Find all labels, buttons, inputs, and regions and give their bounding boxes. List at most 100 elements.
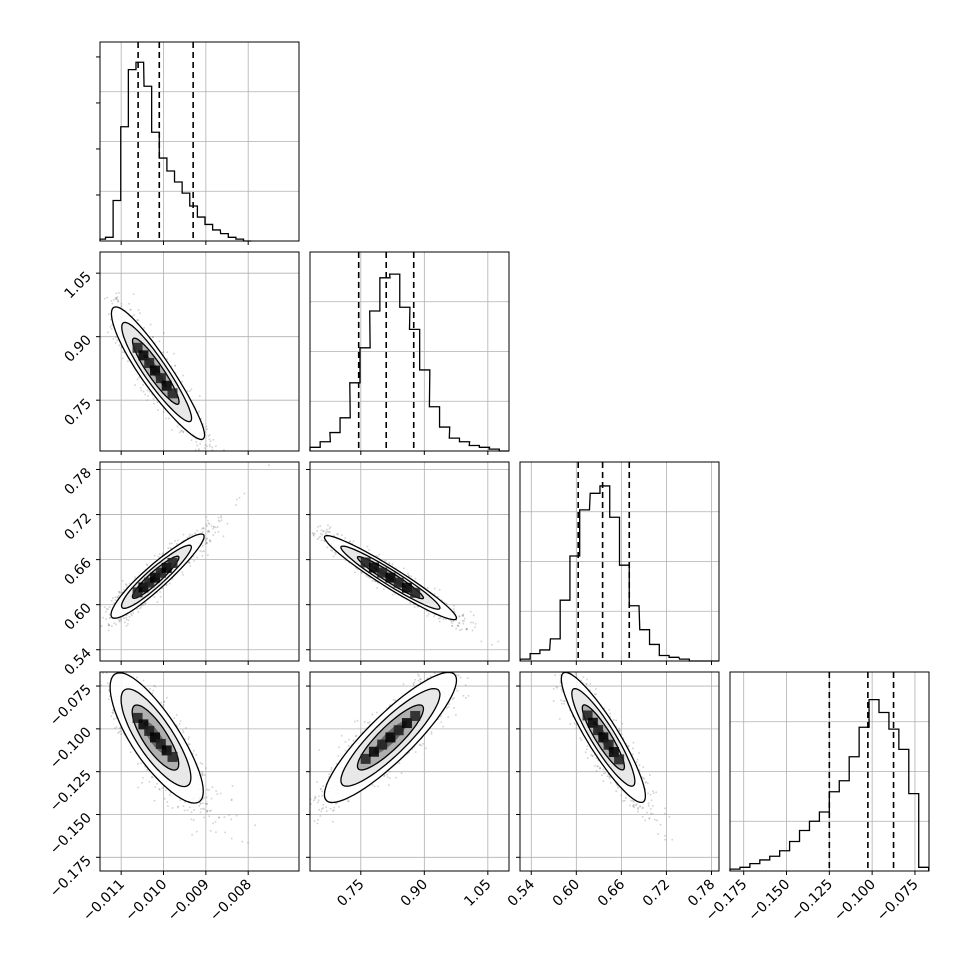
scatter-point xyxy=(177,806,179,809)
scatter-point xyxy=(292,522,294,524)
scatter-point xyxy=(407,572,409,575)
scatter-point xyxy=(215,790,217,792)
scatter-point xyxy=(608,777,611,779)
density-core xyxy=(161,745,172,756)
scatter-point xyxy=(205,523,208,526)
scatter-point xyxy=(162,552,164,555)
scatter-point xyxy=(283,499,285,501)
scatter-point xyxy=(161,787,163,789)
scatter-point xyxy=(168,793,171,796)
scatter-point xyxy=(145,563,148,566)
scatter-point xyxy=(466,667,468,669)
scatter-point xyxy=(151,776,153,778)
histogram-bin xyxy=(879,713,889,871)
scatter-point xyxy=(112,709,115,712)
scatter-point xyxy=(438,620,441,623)
scatter-point xyxy=(203,774,206,776)
scatter-point xyxy=(110,318,112,321)
scatter-point xyxy=(194,449,197,451)
y-tick-label: 0.75 xyxy=(61,396,94,429)
scatter-point xyxy=(198,449,201,451)
scatter-point xyxy=(594,764,596,767)
scatter-point xyxy=(105,618,107,621)
scatter-point xyxy=(378,553,381,556)
scatter-point xyxy=(455,674,458,676)
scatter-point xyxy=(183,539,185,542)
x-tick-label: 1.05 xyxy=(461,877,494,910)
scatter-point xyxy=(450,670,452,672)
scatter-point xyxy=(310,798,312,800)
scatter-point xyxy=(285,812,287,814)
scatter-point xyxy=(151,393,153,395)
scatter-area xyxy=(100,464,270,632)
scatter-point xyxy=(363,721,366,723)
scatter-point xyxy=(216,526,219,528)
scatter-point xyxy=(220,519,223,522)
scatter-point xyxy=(181,571,184,574)
scatter-point xyxy=(209,440,212,443)
histogram-bin xyxy=(809,821,819,871)
scatter-point xyxy=(599,767,601,770)
scatter-point xyxy=(127,360,129,363)
scatter-point xyxy=(441,599,443,602)
scatter-point xyxy=(199,803,202,805)
scatter-point xyxy=(637,811,639,813)
histogram-bin xyxy=(849,757,859,871)
scatter-point xyxy=(465,697,467,699)
scatter-point xyxy=(162,351,165,353)
scatter-point xyxy=(182,430,185,433)
histogram-bin xyxy=(790,842,800,871)
scatter-point xyxy=(107,689,110,691)
scatter-point xyxy=(388,771,391,773)
scatter-point xyxy=(474,623,477,625)
scatter-point xyxy=(182,731,185,734)
scatter-point xyxy=(181,429,183,432)
scatter-point xyxy=(209,540,212,543)
scatter-point xyxy=(331,550,333,552)
scatter-point xyxy=(321,790,323,793)
scatter-point xyxy=(213,525,216,528)
scatter-point xyxy=(201,772,204,775)
scatter-point xyxy=(447,706,450,708)
scatter-point xyxy=(199,395,201,398)
scatter-point xyxy=(197,412,199,414)
scatter-point xyxy=(498,668,500,670)
scatter-point xyxy=(196,444,198,447)
scatter-point xyxy=(544,648,546,650)
density-core xyxy=(385,732,396,743)
scatter-point xyxy=(208,539,211,542)
scatter-point xyxy=(438,588,441,591)
scatter-point xyxy=(325,531,327,533)
histogram-bin xyxy=(829,792,839,871)
scatter-point xyxy=(159,595,162,598)
scatter-point xyxy=(312,533,315,536)
scatter-point xyxy=(225,455,227,457)
scatter-point xyxy=(129,308,132,311)
scatter-point xyxy=(146,399,149,401)
scatter-point xyxy=(409,602,412,604)
scatter-point xyxy=(368,721,371,723)
scatter-point xyxy=(563,668,565,670)
scatter-point xyxy=(130,613,133,615)
scatter-point xyxy=(294,842,296,844)
scatter-point xyxy=(448,703,450,705)
scatter-point xyxy=(109,695,111,697)
scatter-point xyxy=(481,619,483,621)
scatter-point xyxy=(142,604,145,606)
density-core xyxy=(150,365,161,376)
y-tick-label: 0.60 xyxy=(61,600,94,633)
density-core xyxy=(587,717,598,728)
panel-frame xyxy=(309,461,510,662)
scatter-point xyxy=(114,342,117,344)
scatter-point xyxy=(119,726,122,729)
scatter-point xyxy=(575,676,578,678)
scatter-panel-1-0: 0.75 0.90 1.05 xyxy=(61,251,300,457)
contour-line xyxy=(356,704,425,771)
scatter-point xyxy=(117,732,119,734)
scatter-point xyxy=(589,683,592,685)
scatter-point xyxy=(182,573,184,576)
histogram-bin xyxy=(650,644,660,661)
scatter-point xyxy=(202,807,204,810)
panel-frame xyxy=(309,251,510,452)
scatter-point xyxy=(118,344,121,347)
